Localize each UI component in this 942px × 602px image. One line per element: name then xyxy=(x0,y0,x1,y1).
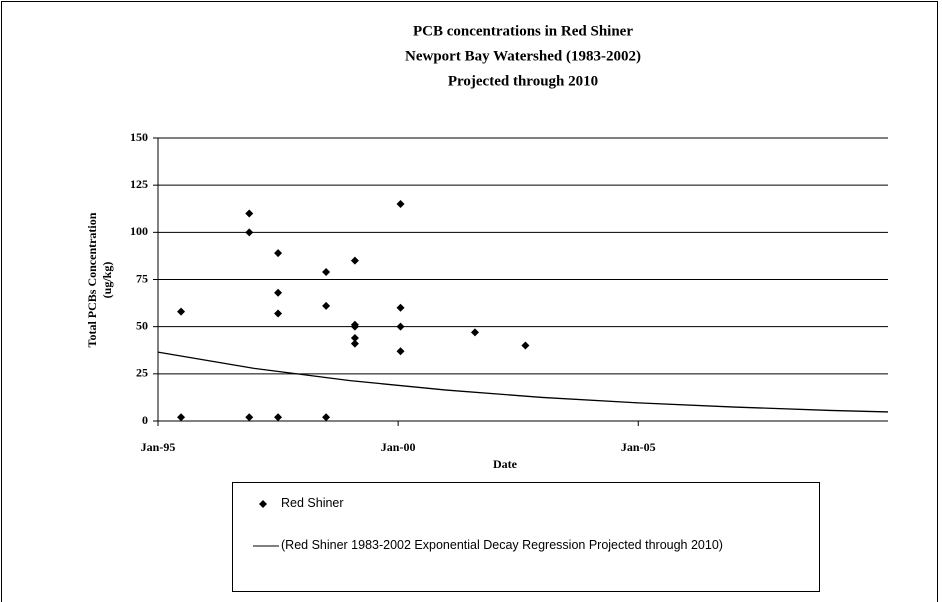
data-point xyxy=(177,307,186,316)
y-tick-label: 150 xyxy=(130,130,148,144)
data-point xyxy=(322,413,331,422)
legend-icon xyxy=(259,500,267,508)
y-tick-label: 0 xyxy=(142,413,148,427)
legend-entry: (Red Shiner 1983-2002 Exponential Decay … xyxy=(251,537,801,554)
data-point xyxy=(274,413,283,422)
data-point xyxy=(396,303,405,312)
legend-entry: Red Shiner xyxy=(251,495,801,512)
y-tick-label: 75 xyxy=(136,271,148,285)
y-axis-label: Total PCBs Concentration xyxy=(85,212,99,347)
trend-line xyxy=(157,351,889,413)
chart-subtitle: Newport Bay Watershed (1983-2002) xyxy=(405,48,641,64)
data-point xyxy=(274,288,283,297)
data-point xyxy=(177,413,186,422)
data-point xyxy=(396,347,405,356)
data-point xyxy=(322,301,331,310)
data-point xyxy=(350,322,359,331)
data-point xyxy=(521,341,530,350)
y-axis-label: (ug/kg) xyxy=(100,262,114,299)
legend-label: (Red Shiner 1983-2002 Exponential Decay … xyxy=(281,538,723,552)
data-point xyxy=(396,200,405,209)
x-tick-label: Jan-00 xyxy=(381,440,416,454)
legend-label: Red Shiner xyxy=(281,496,344,510)
x-axis-label: Date xyxy=(493,457,518,471)
x-tick-label: Jan-95 xyxy=(141,440,176,454)
legend: Red Shiner (Red Shiner 1983-2002 Exponent… xyxy=(232,482,820,592)
y-tick-label: 25 xyxy=(136,366,148,380)
data-point xyxy=(396,322,405,331)
chart-subtitle: Projected through 2010 xyxy=(448,73,598,89)
legend-marker xyxy=(259,500,267,508)
data-point xyxy=(274,309,283,318)
y-tick-label: 50 xyxy=(136,318,148,332)
data-point xyxy=(245,413,254,422)
data-point xyxy=(470,328,479,337)
chart-title: PCB concentrations in Red Shiner xyxy=(413,23,633,39)
y-tick-label: 125 xyxy=(130,177,148,191)
data-point xyxy=(350,339,359,348)
legend-icon xyxy=(253,545,279,547)
data-point xyxy=(322,267,331,276)
data-point xyxy=(274,249,283,258)
data-point xyxy=(245,228,254,237)
y-tick-label: 100 xyxy=(130,224,148,238)
data-point xyxy=(350,333,359,342)
data-point xyxy=(350,256,359,265)
x-tick-label: Jan-05 xyxy=(621,440,656,454)
data-point xyxy=(245,209,254,218)
